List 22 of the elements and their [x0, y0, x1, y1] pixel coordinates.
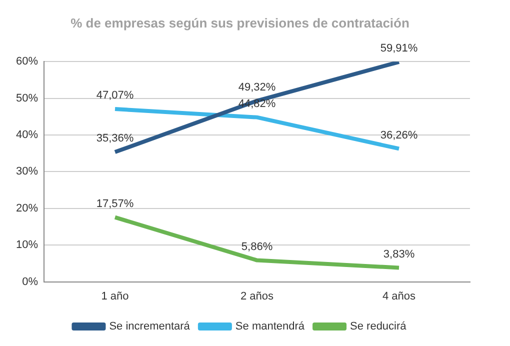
- legend-label: Se mantendrá: [235, 320, 306, 333]
- legend-label: Se reducirá: [350, 320, 408, 333]
- y-tick-label: 20%: [16, 202, 38, 214]
- x-tick-label: 1 año: [101, 290, 129, 302]
- y-tick-label: 10%: [16, 239, 38, 252]
- legend-label: Se incrementará: [109, 320, 191, 333]
- data-label: 5,86%: [241, 240, 273, 253]
- data-label: 47,07%: [96, 90, 134, 102]
- data-label: 36,26%: [380, 129, 418, 142]
- x-tick-label: 4 años: [382, 290, 416, 302]
- y-tick-label: 60%: [16, 56, 38, 68]
- chart-title: % de empresas según sus previsiones de contratación: [70, 15, 410, 30]
- data-label: 49,32%: [238, 81, 276, 94]
- y-tick-label: 40%: [16, 129, 38, 142]
- data-label: 3,83%: [383, 248, 415, 260]
- y-tick-label: 0%: [22, 276, 38, 288]
- data-label: 35,36%: [96, 132, 134, 145]
- data-label: 59,91%: [380, 42, 418, 54]
- y-tick-label: 30%: [16, 166, 38, 178]
- x-tick-label: 2 años: [240, 290, 274, 302]
- y-tick-label: 50%: [16, 92, 38, 104]
- data-label: 17,57%: [96, 198, 134, 210]
